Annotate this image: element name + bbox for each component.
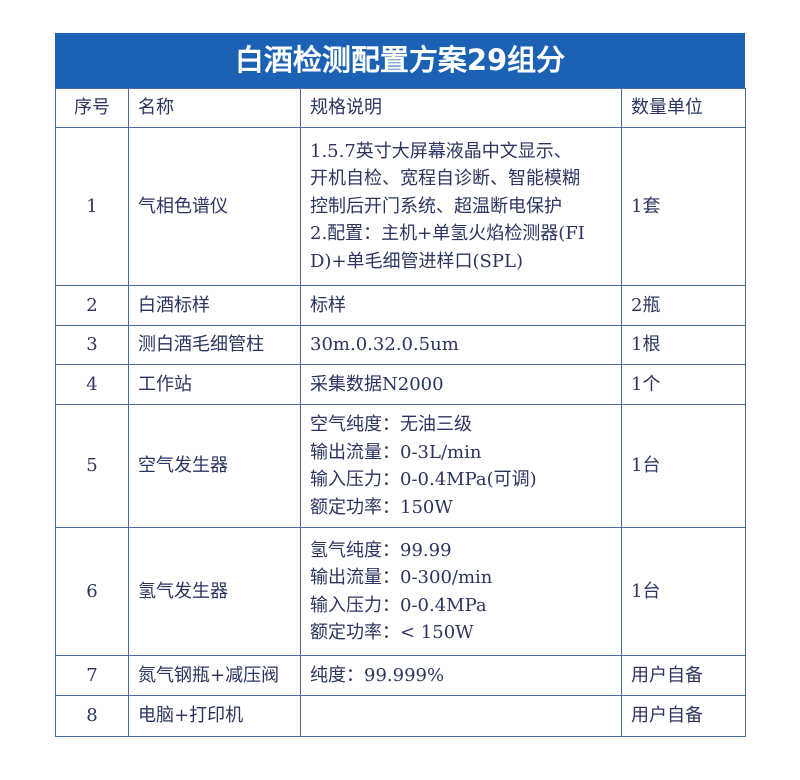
row-number: 8 [55, 695, 129, 737]
table-row: 3 测白酒毛细管柱 30m.0.32.0.5um 1根 [55, 325, 746, 365]
item-spec: 纯度：99.999% [300, 655, 622, 696]
item-name: 测白酒毛细管柱 [128, 325, 301, 365]
spec-line: 额定功率：< 150W [310, 622, 474, 643]
spec-line: 控制后开门系统、超温断电保护 [310, 195, 562, 217]
row-number: 3 [55, 325, 129, 365]
item-spec: 标样 [300, 285, 622, 326]
spec-line: 标样 [310, 294, 346, 316]
table-row: 2 白酒标样 标样 2瓶 [55, 285, 746, 326]
row-number: 6 [55, 527, 129, 656]
spec-line: 输出流量：0-3L/min [310, 441, 482, 463]
item-spec: 采集数据N2000 [300, 364, 622, 405]
row-number: 1 [55, 127, 129, 286]
spec-line: 输入压力：0-0.4MPa [310, 594, 487, 616]
table-title: 白酒检测配置方案29组分 [55, 33, 745, 88]
table-row: 6 氢气发生器 氢气纯度：99.99 输出流量：0-300/min 输入压力：0-0.4… [55, 527, 746, 656]
item-quantity: 1根 [621, 325, 746, 365]
row-number: 7 [55, 655, 129, 696]
header-row: 序号 名称 规格说明 数量单位 [55, 88, 746, 128]
spec-line: D)+单毛细管进样口(SPL) [310, 250, 523, 272]
config-table: 序号 名称 规格说明 数量单位 1 气相色谱仪 1.5.7英寸大屏幕液晶中文显示、开… [55, 88, 746, 737]
item-quantity: 2瓶 [621, 285, 746, 326]
item-quantity: 用户自备 [621, 655, 746, 696]
table-row: 4 工作站 采集数据N2000 1个 [55, 364, 746, 405]
item-quantity: 1台 [621, 404, 746, 528]
item-name: 气相色谱仪 [128, 127, 301, 286]
row-number: 4 [55, 364, 129, 405]
item-spec [300, 695, 622, 737]
spec-line: 纯度：99.999% [310, 664, 445, 686]
header-spec: 规格说明 [300, 88, 622, 128]
item-name: 氢气发生器 [128, 527, 301, 656]
item-spec: 30m.0.32.0.5um [300, 325, 622, 365]
item-spec: 1.5.7英寸大屏幕液晶中文显示、 开机自检、宽程自诊断、智能模糊 控制后开门系统、… [300, 127, 622, 286]
spec-line: 30m.0.32.0.5um [310, 334, 459, 356]
table-row: 5 空气发生器 空气纯度：无油三级 输出流量：0-3L/min 输入压力：0-0.4MP… [55, 404, 746, 528]
item-quantity: 用户自备 [621, 695, 746, 737]
spec-line: 2.配置：主机+单氢火焰检测器(FI [310, 223, 585, 245]
item-quantity: 1套 [621, 127, 746, 286]
spec-line: 开机自检、宽程自诊断、智能模糊 [310, 168, 580, 190]
config-table-container: 白酒检测配置方案29组分 序号 名称 规格说明 数量单位 1 气相色谱仪 1.5.7… [55, 33, 746, 737]
item-spec: 空气纯度：无油三级 输出流量：0-3L/min 输入压力：0-0.4MPa(可调) 额… [300, 404, 622, 528]
header-no: 序号 [55, 88, 129, 128]
header-qty: 数量单位 [621, 88, 746, 128]
table-row: 7 氮气钢瓶+减压阀 纯度：99.999% 用户自备 [55, 655, 746, 696]
spec-line: 采集数据N2000 [310, 373, 444, 395]
item-quantity: 1个 [621, 364, 746, 405]
spec-line: 额定功率：150W [310, 496, 453, 518]
item-name: 白酒标样 [128, 285, 301, 326]
row-number: 5 [55, 404, 129, 528]
item-spec: 氢气纯度：99.99 输出流量：0-300/min 输入压力：0-0.4MPa 额定功… [300, 527, 622, 656]
item-name: 电脑+打印机 [128, 695, 301, 737]
spec-line: 输出流量：0-300/min [310, 567, 493, 588]
spec-line: 氢气纯度：99.99 [310, 539, 452, 561]
spec-line: 1.5.7英寸大屏幕液晶中文显示、 [310, 140, 572, 162]
row-number: 2 [55, 285, 129, 326]
spec-line: 输入压力：0-0.4MPa(可调) [310, 469, 537, 490]
table-row: 8 电脑+打印机 用户自备 [55, 695, 746, 737]
table-row: 1 气相色谱仪 1.5.7英寸大屏幕液晶中文显示、 开机自检、宽程自诊断、智能模糊 控制… [55, 127, 746, 286]
item-name: 空气发生器 [128, 404, 301, 528]
item-quantity: 1台 [621, 527, 746, 656]
spec-line: 空气纯度：无油三级 [310, 414, 472, 435]
item-name: 氮气钢瓶+减压阀 [128, 655, 301, 696]
header-name: 名称 [128, 88, 301, 128]
item-name: 工作站 [128, 364, 301, 405]
